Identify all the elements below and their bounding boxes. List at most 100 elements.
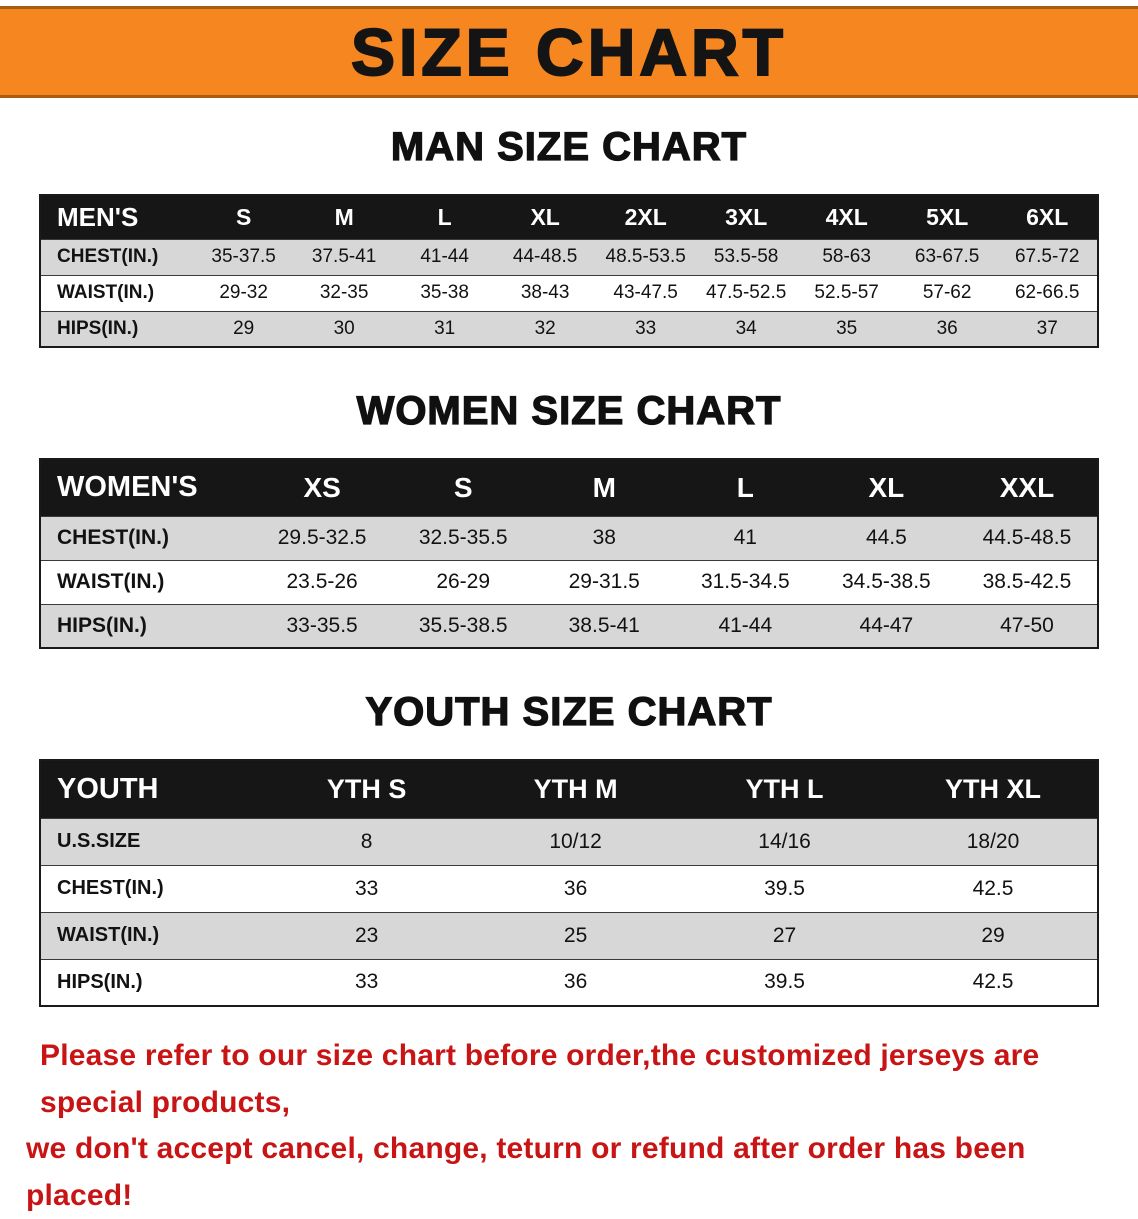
disclaimer: Please refer to our size chart before or… — [18, 1033, 1120, 1219]
youth-section-heading: YOUTH SIZE CHART — [365, 689, 773, 734]
value-cell: 33 — [595, 310, 696, 347]
value-cell: 58-63 — [796, 238, 897, 275]
youth-size-table: YOUTH YTH S YTH M YTH L YTH XL U.S.SIZE 8 10/12… — [39, 759, 1099, 1007]
value-cell: 29-31.5 — [533, 559, 675, 604]
value-cell: 38 — [533, 515, 675, 560]
value-cell: 29.5-32.5 — [251, 515, 393, 560]
size-header-cell: L — [394, 195, 495, 239]
men-section: MAN SIZE CHART MEN'S S M L XL 2XL 3XL 4XL 5XL 6XL… — [0, 124, 1138, 348]
value-cell: 43-47.5 — [595, 274, 696, 311]
value-cell: 29 — [193, 310, 294, 347]
men-section-heading: MAN SIZE CHART — [390, 124, 748, 169]
value-cell: 38-43 — [494, 274, 596, 311]
value-cell: 57-62 — [896, 274, 998, 311]
measurement-row: CHEST(IN.) 35-37.5 37.5-41 41-44 44-48.5 48.5… — [40, 238, 1098, 275]
value-cell: 37.5-41 — [293, 238, 395, 275]
measurement-row: CHEST(IN.) 33 36 39.5 42.5 — [40, 864, 1098, 912]
value-cell: 52.5-57 — [796, 274, 897, 311]
value-cell: 47.5-52.5 — [695, 274, 797, 311]
row-label-cell: WAIST(IN.) — [40, 911, 263, 959]
size-header-cell: YTH XL — [889, 760, 1098, 818]
table-header-row: MEN'S S M L XL 2XL 3XL 4XL 5XL 6XL — [40, 195, 1098, 239]
value-cell: 36 — [896, 310, 998, 347]
value-cell: 38.5-42.5 — [956, 559, 1098, 604]
youth-section: YOUTH SIZE CHART YOUTH YTH S YTH M YTH L YTH… — [0, 689, 1138, 1007]
value-cell: 25 — [471, 911, 681, 959]
value-cell: 39.5 — [680, 958, 890, 1006]
women-section: WOMEN SIZE CHART WOMEN'S XS S M L XL XXL CHEST(… — [0, 388, 1138, 649]
disclaimer-line-1: Please refer to our size chart before or… — [40, 1039, 1040, 1119]
size-header-cell: 4XL — [796, 195, 897, 239]
value-cell: 36 — [471, 864, 681, 912]
women-section-heading: WOMEN SIZE CHART — [356, 388, 782, 433]
value-cell: 42.5 — [889, 958, 1098, 1006]
size-header-cell: M — [533, 459, 675, 516]
row-label-cell: HIPS(IN.) — [40, 603, 252, 648]
row-label-cell: HIPS(IN.) — [40, 958, 263, 1006]
value-cell: 53.5-58 — [695, 238, 797, 275]
table-title-cell: YOUTH — [40, 760, 263, 818]
value-cell: 14/16 — [680, 817, 890, 865]
size-header-cell: YTH L — [680, 760, 890, 818]
value-cell: 35-37.5 — [193, 238, 294, 275]
value-cell: 39.5 — [680, 864, 890, 912]
table-header-row: WOMEN'S XS S M L XL XXL — [40, 459, 1098, 516]
size-header-cell: XXL — [956, 459, 1098, 516]
size-header-cell: YTH S — [262, 760, 472, 818]
value-cell: 31 — [394, 310, 495, 347]
size-header-cell: S — [392, 459, 534, 516]
value-cell: 62-66.5 — [997, 274, 1098, 311]
measurement-row: WAIST(IN.) 23.5-26 26-29 29-31.5 31.5-34.5 34… — [40, 559, 1098, 604]
value-cell: 23.5-26 — [251, 559, 393, 604]
measurement-row: HIPS(IN.) 33-35.5 35.5-38.5 38.5-41 41-44 44-… — [40, 603, 1098, 648]
size-header-cell: 2XL — [595, 195, 696, 239]
value-cell: 44-47 — [815, 603, 957, 648]
size-header-cell: 6XL — [997, 195, 1098, 239]
measurement-row: WAIST(IN.) 29-32 32-35 35-38 38-43 43-47.5 47.… — [40, 274, 1098, 311]
women-size-table: WOMEN'S XS S M L XL XXL CHEST(IN.) 29.5-32.5 32.5… — [39, 458, 1099, 649]
row-label-cell: CHEST(IN.) — [40, 238, 194, 275]
table-header-row: YOUTH YTH S YTH M YTH L YTH XL — [40, 760, 1098, 818]
value-cell: 32-35 — [293, 274, 395, 311]
size-header-cell: 3XL — [695, 195, 797, 239]
size-header-cell: S — [193, 195, 294, 239]
value-cell: 63-67.5 — [896, 238, 998, 275]
men-size-table: MEN'S S M L XL 2XL 3XL 4XL 5XL 6XL CHEST(IN.) 35-37… — [39, 194, 1099, 348]
value-cell: 36 — [471, 958, 681, 1006]
measurement-row: CHEST(IN.) 29.5-32.5 32.5-35.5 38 41 44.5 44.5… — [40, 515, 1098, 560]
row-label-cell: WAIST(IN.) — [40, 274, 194, 311]
disclaimer-line-2: we don't accept cancel, change, teturn o… — [26, 1132, 1026, 1212]
value-cell: 32.5-35.5 — [392, 515, 534, 560]
value-cell: 37 — [997, 310, 1098, 347]
size-header-cell: YTH M — [471, 760, 681, 818]
banner-title: SIZE CHART — [350, 15, 787, 89]
value-cell: 33-35.5 — [251, 603, 393, 648]
value-cell: 48.5-53.5 — [595, 238, 696, 275]
size-header-cell: XS — [251, 459, 393, 516]
value-cell: 30 — [293, 310, 395, 347]
measurement-row: U.S.SIZE 8 10/12 14/16 18/20 — [40, 817, 1098, 865]
measurement-row: WAIST(IN.) 23 25 27 29 — [40, 911, 1098, 959]
value-cell: 41-44 — [674, 603, 816, 648]
size-header-cell: XL — [494, 195, 596, 239]
value-cell: 35-38 — [394, 274, 495, 311]
value-cell: 67.5-72 — [997, 238, 1098, 275]
value-cell: 8 — [262, 817, 472, 865]
value-cell: 38.5-41 — [533, 603, 675, 648]
value-cell: 44-48.5 — [494, 238, 596, 275]
row-label-cell: U.S.SIZE — [40, 817, 263, 865]
value-cell: 41 — [674, 515, 816, 560]
value-cell: 23 — [262, 911, 472, 959]
banner: SIZE CHART — [0, 6, 1138, 98]
value-cell: 27 — [680, 911, 890, 959]
value-cell: 35 — [796, 310, 897, 347]
measurement-row: HIPS(IN.) 29 30 31 32 33 34 35 36 37 — [40, 310, 1098, 347]
row-label-cell: WAIST(IN.) — [40, 559, 252, 604]
value-cell: 34 — [695, 310, 797, 347]
size-header-cell: XL — [815, 459, 957, 516]
value-cell: 18/20 — [889, 817, 1098, 865]
value-cell: 47-50 — [956, 603, 1098, 648]
value-cell: 29 — [889, 911, 1098, 959]
row-label-cell: HIPS(IN.) — [40, 310, 194, 347]
value-cell: 34.5-38.5 — [815, 559, 957, 604]
